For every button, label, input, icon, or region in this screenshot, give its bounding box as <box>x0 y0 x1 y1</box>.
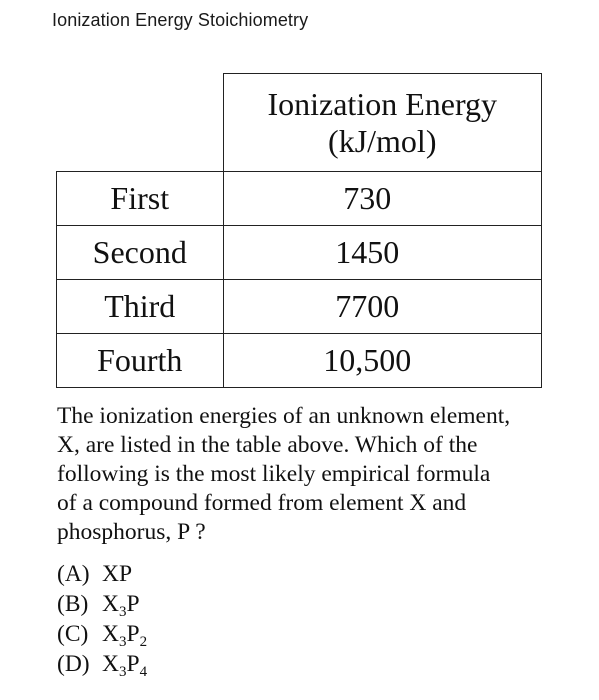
answer-option-b[interactable]: (B) X3P <box>57 589 147 620</box>
question-line: phosphorus, P ? <box>57 519 206 545</box>
question-line: of a compound formed from element X and <box>57 490 467 516</box>
option-letter: (A) <box>57 561 90 587</box>
table-row: Fourth 10,500 <box>56 333 542 388</box>
row-label-fourth: Fourth <box>56 333 224 388</box>
page-title: Ionization Energy Stoichiometry <box>52 10 309 30</box>
row-label-first: First <box>56 171 224 226</box>
ionization-energy-table: Ionization Energy (kJ/mol) First 730 Sec… <box>56 73 542 388</box>
row-value-second: 1450 <box>222 225 542 280</box>
table-column-header: Ionization Energy (kJ/mol) <box>222 73 542 172</box>
table-corner-cell <box>56 73 224 172</box>
row-label-third: Third <box>56 279 224 334</box>
formula-element-x: X <box>102 621 119 647</box>
formula-element-x: X <box>102 591 119 617</box>
table-row: Second 1450 <box>56 225 542 280</box>
formula-element-p: P <box>126 621 140 647</box>
row-value-third: 7700 <box>222 279 542 334</box>
answer-option-a[interactable]: (A) XP <box>57 559 147 589</box>
formula-subscript-x: 3 <box>118 664 127 680</box>
option-letter: (D) <box>57 651 90 677</box>
option-letter: (C) <box>57 621 89 647</box>
column-header-unit: (kJ/mol) <box>328 122 437 159</box>
formula-subscript-x: 3 <box>118 604 127 620</box>
formula-element-p: P <box>118 561 133 587</box>
formula-subscript-p: 4 <box>139 664 148 680</box>
question-line: following is the most likely empirical f… <box>57 461 491 487</box>
formula-element-x: X <box>102 561 119 587</box>
answer-options: (A) XP (B) X3P (C) X3P2 (D) X3P4 <box>57 559 148 680</box>
answer-option-c[interactable]: (C) X3P2 <box>57 619 148 650</box>
row-label-second: Second <box>56 225 224 280</box>
question-line: The ionization energies of an unknown el… <box>57 403 511 429</box>
answer-option-d[interactable]: (D) X3P4 <box>57 649 148 680</box>
formula-subscript-p: 2 <box>139 634 148 650</box>
table-row: First 730 <box>56 171 542 226</box>
table-header-row: Ionization Energy (kJ/mol) <box>56 73 542 172</box>
formula-element-x: X <box>102 651 119 677</box>
table-row: Third 7700 <box>56 279 542 334</box>
formula-element-p: P <box>126 651 140 677</box>
formula-element-p: P <box>126 591 140 617</box>
row-value-fourth: 10,500 <box>222 333 542 388</box>
question-text: The ionization energies of an unknown el… <box>57 402 557 547</box>
question-line: X, are listed in the table above. Which … <box>57 432 478 458</box>
column-header-title: Ionization Energy <box>267 85 498 122</box>
row-value-first: 730 <box>222 171 542 226</box>
formula-subscript-x: 3 <box>118 634 127 650</box>
option-letter: (B) <box>57 591 89 617</box>
